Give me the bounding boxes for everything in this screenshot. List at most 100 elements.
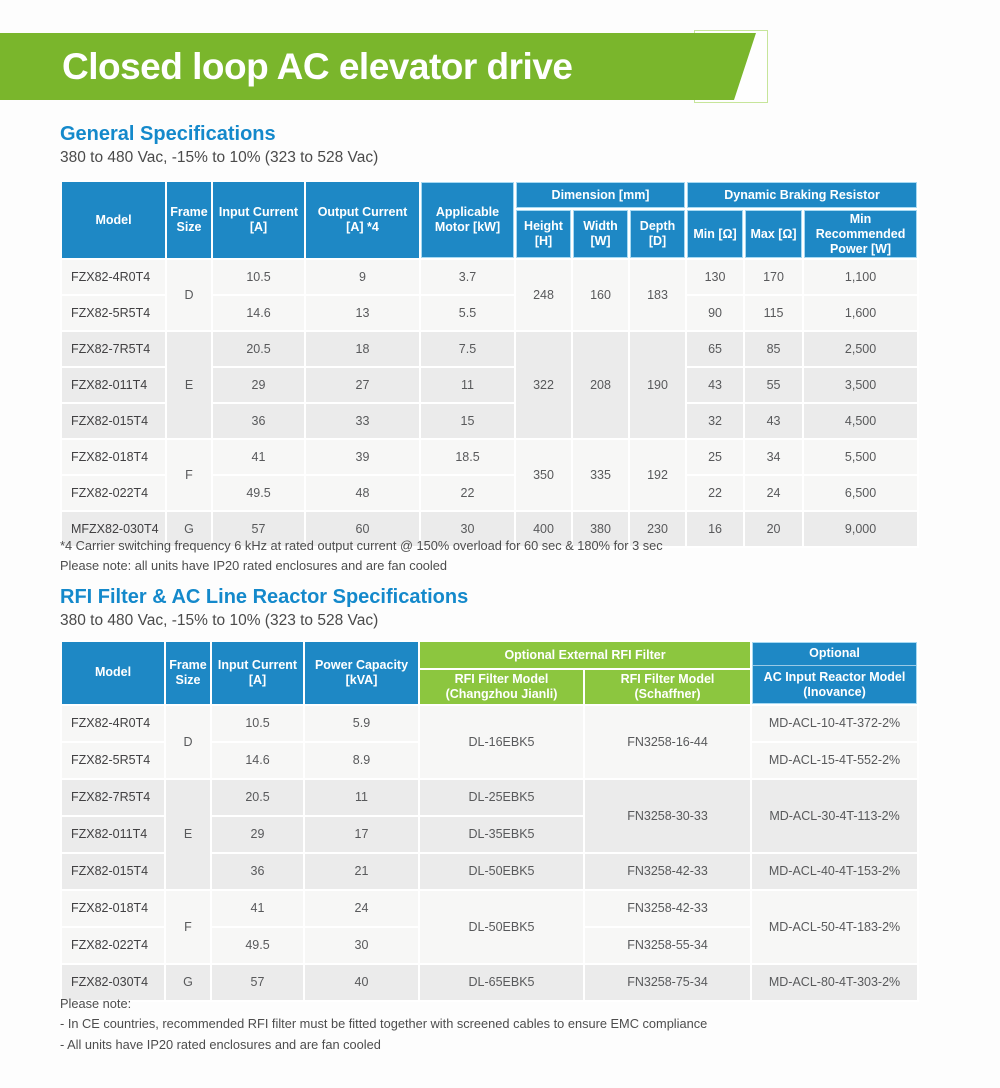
output-current-cell: 9 <box>304 258 421 297</box>
output-current-cell: 48 <box>304 474 421 513</box>
col-group-dynamic-braking-resistor: Dynamic Braking Resistor <box>685 180 920 210</box>
motor-cell: 11 <box>419 366 516 405</box>
model-cell: FZX82-015T4 <box>60 851 166 891</box>
motor-cell: 15 <box>419 402 516 441</box>
min-ohm-cell: 65 <box>685 330 746 369</box>
motor-cell: 22 <box>419 474 516 513</box>
frame-cell: D <box>165 258 213 333</box>
footnote-enclosure: Please note: all units have IP20 rated e… <box>60 558 448 573</box>
col-header-min-ohm: Min [Ω] <box>685 207 746 261</box>
input-current-cell: 20.5 <box>210 777 305 817</box>
model-cell: FZX82-011T4 <box>60 366 167 405</box>
width-cell: 335 <box>571 438 630 513</box>
depth-cell: 190 <box>627 330 688 441</box>
reactor-cell: MD-ACL-50-4T-183-2% <box>750 888 920 965</box>
col-header-applicable-motor: Applicable Motor [kW] <box>419 179 516 261</box>
output-current-cell: 18 <box>304 330 421 369</box>
input-current-cell: 10.5 <box>211 258 306 297</box>
rfi-schaffner-cell: FN3258-16-44 <box>582 703 753 780</box>
table-row: FZX82-011T4 29 17 DL-35EBK5 <box>60 814 918 854</box>
min-ohm-cell: 32 <box>685 402 746 441</box>
table-row: FZX82-4R0T4 D 10.5 5.9 DL-16EBK5 FN3258-… <box>60 703 920 780</box>
model-cell: FZX82-4R0T4 <box>60 703 166 743</box>
power-capacity-cell: 30 <box>303 925 420 965</box>
frame-cell: G <box>165 510 213 549</box>
power-capacity-cell: 11 <box>303 777 420 817</box>
input-current-cell: 41 <box>211 438 306 477</box>
general-specs-table: Model Frame Size Input Current [A] Output … <box>60 179 920 549</box>
rfi-changzhou-cell: DL-65EBK5 <box>418 962 585 1002</box>
height-cell: 248 <box>514 258 573 333</box>
note-ip20: - All units have IP20 rated enclosures a… <box>60 1037 381 1052</box>
rfi-schaffner-cell: FN3258-30-33 <box>582 777 753 854</box>
frame-cell: F <box>165 438 213 513</box>
power-capacity-cell: 5.9 <box>303 703 420 743</box>
table-row: FZX82-030T4 G 57 40 DL-65EBK5 FN3258-75-… <box>60 962 920 1002</box>
col-header-input-current: Input Current [A] <box>210 640 305 706</box>
rfi-schaffner-cell: FN3258-55-34 <box>582 925 753 965</box>
input-current-cell: 14.6 <box>211 294 306 333</box>
table-row: FZX82-018T4 F 41 39 18.5 350 335 192 25 … <box>60 438 920 513</box>
input-current-cell: 57 <box>211 510 306 549</box>
max-ohm-cell: 43 <box>743 402 805 441</box>
min-power-cell: 1,100 <box>802 258 920 297</box>
note-ce-countries: - In CE countries, recommended RFI filte… <box>60 1016 708 1031</box>
input-current-cell: 49.5 <box>211 474 306 513</box>
height-cell: 322 <box>514 330 573 441</box>
input-current-cell: 10.5 <box>210 703 305 743</box>
width-cell: 208 <box>571 330 630 441</box>
reactor-cell: MD-ACL-30-4T-113-2% <box>750 777 920 854</box>
table-row: FZX82-011T4 29 27 11 43 55 3,500 <box>60 366 920 405</box>
reactor-cell: MD-ACL-15-4T-552-2% <box>750 740 920 780</box>
col-header-depth: Depth [D] <box>627 207 688 261</box>
reactor-cell: MD-ACL-40-4T-153-2% <box>750 851 920 891</box>
depth-cell: 192 <box>627 438 688 513</box>
frame-cell: F <box>164 888 212 965</box>
col-header-max-ohm: Max [Ω] <box>743 207 805 261</box>
model-cell: FZX82-5R5T4 <box>60 740 166 780</box>
table-row: FZX82-7R5T4 E 20.5 18 7.5 322 208 190 65… <box>60 330 920 441</box>
power-capacity-cell: 17 <box>303 814 420 854</box>
min-ohm-cell: 22 <box>685 474 746 513</box>
title-banner: Closed loop AC elevator drive <box>0 30 770 103</box>
table-row: MFZX82-030T4 G 57 60 30 400 380 230 16 2… <box>60 510 920 549</box>
min-power-cell: 5,500 <box>802 438 920 477</box>
frame-cell: D <box>164 703 212 780</box>
rfi-changzhou-cell: DL-50EBK5 <box>418 888 585 965</box>
model-cell: FZX82-022T4 <box>60 474 167 513</box>
max-ohm-cell: 55 <box>743 366 805 405</box>
frame-cell: G <box>164 962 212 1002</box>
note-title: Please note: <box>60 996 132 1011</box>
input-current-cell: 14.6 <box>210 740 305 780</box>
input-current-cell: 41 <box>210 888 305 928</box>
power-capacity-cell: 8.9 <box>303 740 420 780</box>
rfi-schaffner-cell: FN3258-75-34 <box>582 962 753 1002</box>
max-ohm-cell: 85 <box>743 330 805 369</box>
col-header-input-current: Input Current [A] <box>211 179 306 261</box>
min-power-cell: 6,500 <box>802 474 920 513</box>
col-header-rfi-changzhou: RFI Filter Model (Changzhou Jianli) <box>418 668 585 706</box>
col-header-power-capacity: Power Capacity [kVA] <box>303 640 420 706</box>
depth-cell: 230 <box>627 510 688 549</box>
min-ohm-cell: 25 <box>685 438 746 477</box>
min-power-cell: 4,500 <box>802 402 920 441</box>
power-capacity-cell: 24 <box>303 888 420 928</box>
rfi-changzhou-cell: DL-50EBK5 <box>418 851 585 891</box>
model-cell: FZX82-022T4 <box>60 925 166 965</box>
input-current-cell: 57 <box>210 962 305 1002</box>
rfi-changzhou-cell: DL-35EBK5 <box>418 814 585 854</box>
width-cell: 160 <box>571 258 630 333</box>
section2-title: RFI Filter & AC Line Reactor Specificati… <box>60 586 469 608</box>
max-ohm-cell: 20 <box>743 510 805 549</box>
width-cell: 380 <box>571 510 630 549</box>
model-cell: FZX82-011T4 <box>60 814 166 854</box>
reactor-cell: MD-ACL-80-4T-303-2% <box>750 962 920 1002</box>
motor-cell: 7.5 <box>419 330 516 369</box>
rfi-filter-table: Model Frame Size Input Current [A] Power C… <box>60 640 920 1002</box>
power-capacity-cell: 40 <box>303 962 420 1002</box>
motor-cell: 18.5 <box>419 438 516 477</box>
height-cell: 400 <box>514 510 573 549</box>
min-power-cell: 3,500 <box>802 366 920 405</box>
output-current-cell: 27 <box>304 366 421 405</box>
output-current-cell: 39 <box>304 438 421 477</box>
